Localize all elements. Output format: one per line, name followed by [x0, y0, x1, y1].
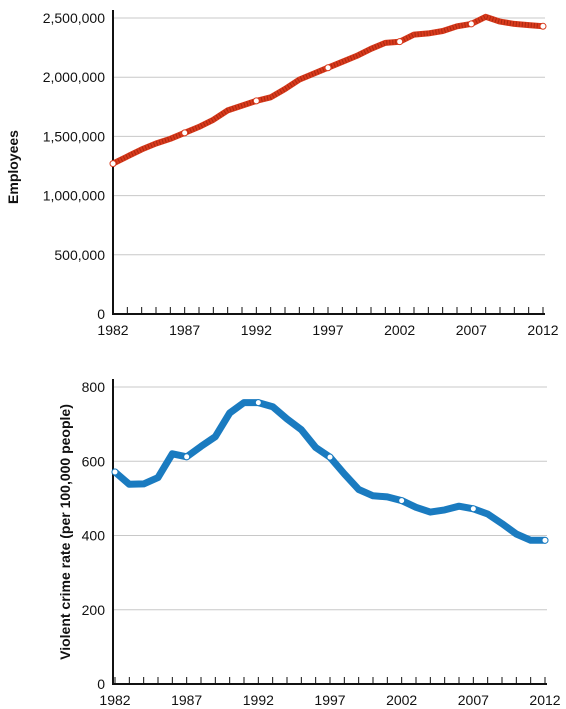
employees-x-tick-label: 1987 [169, 322, 200, 338]
employees-series-line [110, 13, 546, 167]
employees-data-point [181, 129, 189, 137]
employees-x-tick-label: 1982 [97, 322, 128, 338]
employees-y-tick-label: 2,500,000 [43, 10, 105, 26]
employees-data-point [539, 22, 547, 30]
employees-x-tick-labels: 1982 1987 1992 1997 2002 2007 2012 [97, 322, 558, 338]
crime-y-tick-label: 0 [97, 676, 105, 692]
employees-highlight-points [109, 20, 547, 168]
crime-data-point [326, 453, 334, 461]
crime-data-point [398, 497, 406, 505]
employees-y-tick-label: 0 [97, 306, 105, 322]
employees-x-tick-label: 2007 [456, 322, 487, 338]
crime-data-point [111, 468, 119, 476]
crime-line [111, 399, 549, 544]
employees-chart: 0 500,000 1,000,000 1,500,000 2,000,000 2,500… [5, 10, 559, 338]
employees-data-point [252, 97, 260, 105]
employees-data-point [467, 20, 475, 28]
crime-y-tick-label: 800 [82, 379, 106, 395]
employees-y-tick-label: 500,000 [54, 247, 105, 263]
crime-x-tick-label: 2002 [386, 692, 417, 708]
crime-data-point [183, 453, 191, 461]
employees-line-texture [111, 14, 544, 166]
crime-highlight-points [111, 399, 549, 544]
employees-gridlines [112, 10, 545, 315]
employees-y-tick-label: 2,000,000 [43, 69, 105, 85]
employees-x-tick-label: 2002 [384, 322, 415, 338]
employees-x-tick-label: 2012 [527, 322, 558, 338]
crime-series-line [111, 399, 549, 544]
crime-x-tick-label: 1982 [99, 692, 130, 708]
employees-x-tick-label: 1992 [241, 322, 272, 338]
employees-data-point [109, 160, 117, 168]
crime-y-tick-label: 400 [82, 528, 106, 544]
crime-y-axis-title: Violent crime rate (per 100,000 people) [57, 404, 73, 660]
employees-y-tick-labels: 0 500,000 1,000,000 1,500,000 2,000,000 2,500… [43, 10, 106, 322]
crime-y-tick-label: 600 [82, 453, 106, 469]
employees-x-tick-label: 1997 [312, 322, 343, 338]
crime-x-tick-label: 1987 [171, 692, 202, 708]
crime-y-tick-labels: 0 200 400 600 800 [82, 379, 106, 692]
employees-data-point [396, 38, 404, 46]
crime-data-point [469, 505, 477, 513]
employees-y-axis-title: Employees [5, 130, 21, 204]
violent-crime-chart: 0 200 400 600 800 1982 1987 1992 1997 2002 2007 20… [57, 379, 561, 708]
crime-x-tick-label: 1992 [243, 692, 274, 708]
employees-line [110, 13, 546, 167]
crime-x-tick-label: 1997 [314, 692, 345, 708]
crime-data-point [541, 536, 549, 544]
crime-gridlines [112, 379, 547, 685]
employees-y-tick-label: 1,500,000 [43, 128, 105, 144]
crime-y-tick-label: 200 [82, 602, 106, 618]
employees-y-tick-label: 1,000,000 [43, 188, 105, 204]
crime-data-point [254, 399, 262, 407]
employees-data-point [324, 64, 332, 72]
crime-x-tick-labels: 1982 1987 1992 1997 2002 2007 2012 [99, 692, 560, 708]
crime-x-tick-label: 2012 [529, 692, 560, 708]
crime-x-tick-label: 2007 [458, 692, 489, 708]
